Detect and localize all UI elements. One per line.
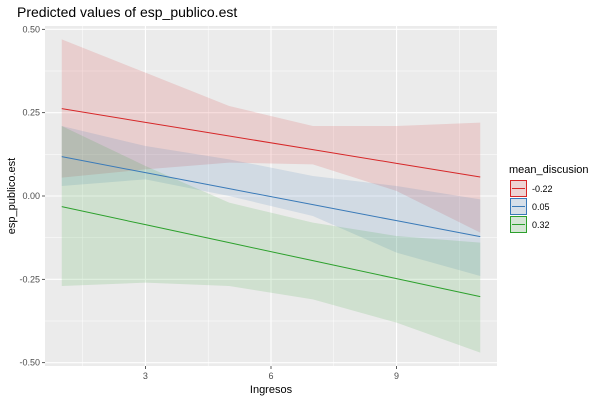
legend-label: 0.05 bbox=[532, 202, 550, 212]
x-axis-label: Ingresos bbox=[250, 384, 293, 396]
series-line-2 bbox=[61, 206, 481, 298]
y-tick-label: 0.00 bbox=[22, 191, 40, 201]
y-axis-label: esp_publico.est bbox=[6, 158, 18, 234]
x-tick-label: 9 bbox=[394, 371, 399, 381]
confidence-band-0 bbox=[61, 39, 481, 233]
series-line-0 bbox=[61, 108, 481, 178]
legend-label: -0.22 bbox=[532, 184, 553, 194]
legend: mean_discusion -0.22 0.05 0.32 bbox=[509, 164, 589, 233]
series-line-1 bbox=[61, 156, 481, 238]
confidence-band-1 bbox=[61, 126, 481, 276]
y-ticks: -0.50 -0.25 0.00 0.25 0.50 bbox=[19, 24, 45, 368]
y-tick-label: 0.50 bbox=[22, 24, 40, 34]
confidence-band-2 bbox=[61, 126, 481, 353]
x-ticks: 3 6 9 bbox=[143, 366, 399, 381]
y-tick-label: -0.50 bbox=[19, 358, 40, 368]
y-tick-label: -0.25 bbox=[19, 274, 40, 284]
legend-title: mean_discusion bbox=[509, 164, 589, 176]
x-tick-label: 6 bbox=[268, 371, 273, 381]
legend-label: 0.32 bbox=[532, 220, 550, 230]
chart-title: Predicted values of esp_publico.est bbox=[17, 4, 237, 20]
confidence-bands bbox=[61, 39, 481, 353]
y-tick-label: 0.25 bbox=[22, 108, 40, 118]
series-lines bbox=[61, 108, 481, 298]
grid bbox=[45, 26, 497, 366]
x-tick-label: 3 bbox=[143, 371, 148, 381]
